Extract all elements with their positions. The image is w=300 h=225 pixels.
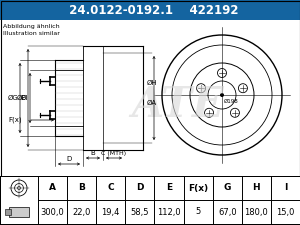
Bar <box>0 176 300 224</box>
Text: D: D <box>136 184 144 193</box>
Text: A: A <box>49 184 56 193</box>
Text: ØH: ØH <box>147 80 158 86</box>
Text: Abbildung ähnlich
Illustration similar: Abbildung ähnlich Illustration similar <box>3 24 60 36</box>
Text: I: I <box>284 184 287 193</box>
Text: 300,0: 300,0 <box>41 207 64 216</box>
Bar <box>9 207 29 217</box>
Text: ØG: ØG <box>7 95 18 101</box>
Text: C: C <box>107 184 114 193</box>
Text: 67,0: 67,0 <box>218 207 236 216</box>
Text: C (MTH): C (MTH) <box>101 151 127 156</box>
Text: D: D <box>66 156 72 162</box>
Text: ØA: ØA <box>147 100 157 106</box>
Circle shape <box>220 93 224 97</box>
Text: Ø198: Ø198 <box>224 99 239 104</box>
Text: 112,0: 112,0 <box>157 207 181 216</box>
Text: B: B <box>91 150 95 156</box>
Text: H: H <box>253 184 260 193</box>
Text: 58,5: 58,5 <box>130 207 149 216</box>
Text: 15,0: 15,0 <box>276 207 295 216</box>
Text: 180,0: 180,0 <box>244 207 268 216</box>
Text: G: G <box>224 184 231 193</box>
Bar <box>0 0 300 20</box>
Text: ATE: ATE <box>132 84 224 126</box>
Text: ØI: ØI <box>21 95 28 101</box>
Text: 19,4: 19,4 <box>102 207 120 216</box>
Text: 22,0: 22,0 <box>73 207 91 216</box>
Text: F(x): F(x) <box>188 184 208 193</box>
Text: ØE: ØE <box>16 95 26 101</box>
Bar <box>5 209 11 215</box>
Text: E: E <box>166 184 172 193</box>
Text: 5: 5 <box>196 207 201 216</box>
Text: B: B <box>78 184 85 193</box>
Text: F(x): F(x) <box>8 117 22 123</box>
Text: 24.0122-0192.1    422192: 24.0122-0192.1 422192 <box>61 4 239 16</box>
